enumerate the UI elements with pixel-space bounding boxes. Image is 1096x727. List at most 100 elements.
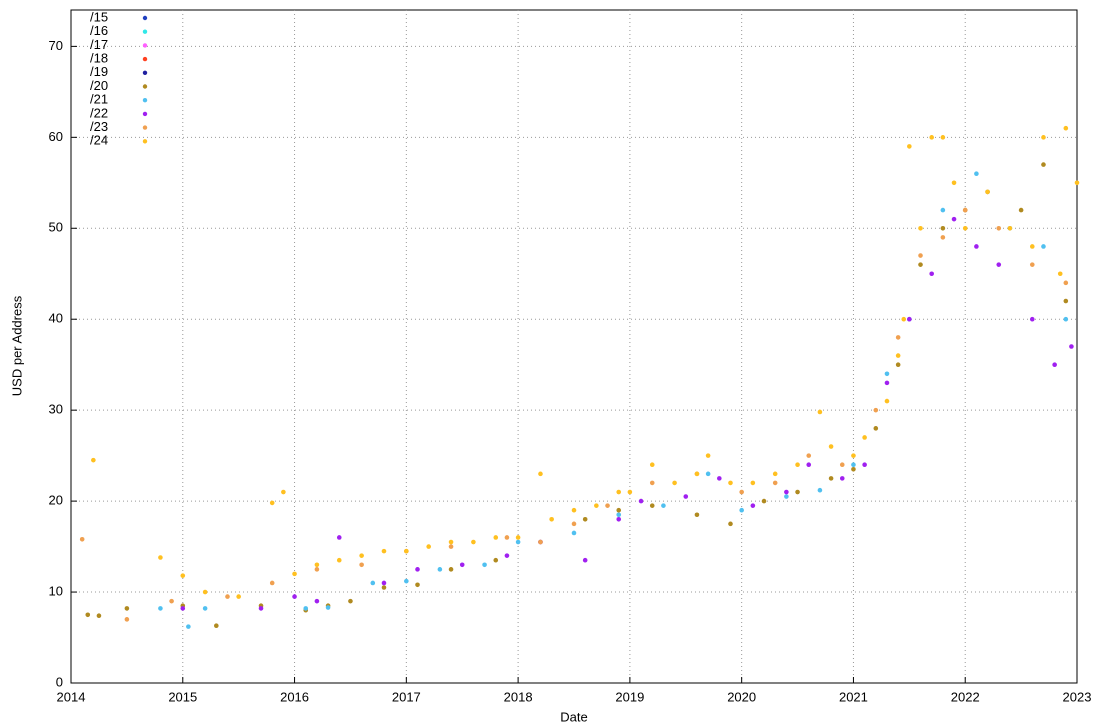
point (1041, 135, 1046, 140)
point (180, 573, 186, 578)
point (918, 253, 923, 258)
point (806, 453, 812, 458)
y-tick-label: 10 (49, 583, 63, 598)
legend-marker (142, 15, 148, 21)
point (895, 335, 901, 340)
y-tick-label: 50 (49, 220, 63, 235)
point (180, 606, 186, 611)
legend-label: /21 (90, 92, 108, 107)
point (303, 606, 309, 611)
point (649, 503, 655, 508)
point (96, 613, 102, 618)
point (996, 225, 1002, 231)
point (85, 612, 91, 618)
point (784, 494, 789, 499)
point (951, 180, 957, 186)
point (985, 189, 990, 195)
point (962, 207, 968, 213)
point (1029, 316, 1035, 322)
point (940, 235, 946, 240)
point (616, 516, 622, 522)
point (901, 316, 907, 322)
point (314, 598, 320, 604)
legend-marker (142, 125, 148, 130)
point (694, 512, 700, 518)
point (202, 606, 208, 611)
point (616, 489, 622, 495)
legend-marker (142, 70, 148, 76)
point (784, 489, 789, 495)
point (459, 562, 465, 568)
point (1063, 298, 1069, 304)
point (359, 562, 364, 568)
point (1052, 362, 1057, 367)
point (493, 557, 499, 563)
legend-label: /20 (90, 78, 108, 93)
point (381, 585, 387, 590)
point (918, 262, 923, 267)
point (236, 594, 241, 599)
y-tick-label: 60 (49, 129, 63, 144)
point (292, 594, 297, 599)
point (851, 466, 856, 472)
point (437, 567, 443, 572)
point (649, 462, 655, 468)
point (292, 571, 297, 577)
point (515, 535, 521, 540)
point (929, 135, 934, 140)
x-tick-label: 2017 (392, 689, 421, 704)
point (817, 487, 823, 493)
point (1063, 316, 1069, 322)
point (862, 462, 867, 468)
plot-frame (70, 9, 1078, 684)
point (1018, 207, 1024, 213)
point (739, 489, 744, 495)
point (772, 480, 778, 486)
point (314, 567, 320, 572)
point (269, 580, 275, 586)
point (851, 462, 856, 468)
point (974, 244, 979, 249)
point (359, 553, 364, 558)
point (772, 471, 778, 477)
point (493, 535, 499, 540)
point (448, 567, 454, 572)
point (940, 207, 946, 213)
point (705, 453, 711, 458)
legend-marker (142, 84, 148, 89)
point (448, 544, 454, 549)
point (1041, 162, 1046, 167)
point (214, 623, 219, 629)
point (907, 144, 912, 149)
point (348, 598, 353, 604)
point (806, 462, 812, 468)
point (314, 562, 320, 568)
point (795, 489, 800, 495)
y-tick-label: 70 (49, 38, 63, 53)
point (851, 453, 856, 458)
point (571, 521, 577, 527)
point (1029, 262, 1035, 267)
point (471, 539, 476, 545)
point (186, 624, 191, 629)
legend-label: /22 (90, 105, 108, 120)
legend-label: /17 (90, 37, 108, 52)
point (124, 617, 130, 622)
point (482, 562, 487, 568)
legend-marker (142, 111, 148, 117)
point (1057, 271, 1063, 277)
point (269, 500, 275, 506)
point (739, 507, 744, 513)
legend-marker (142, 98, 148, 103)
point (504, 553, 510, 558)
point (627, 489, 633, 495)
point (158, 555, 163, 560)
legend-label: /15 (90, 9, 108, 24)
point (1029, 244, 1035, 249)
point (281, 489, 286, 495)
point (415, 582, 420, 588)
legend-label: /19 (90, 64, 108, 79)
point (336, 557, 342, 563)
point (404, 578, 409, 584)
